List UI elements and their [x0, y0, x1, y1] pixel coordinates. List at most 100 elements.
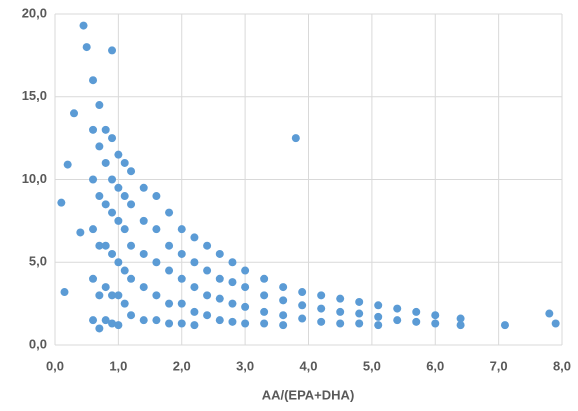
point — [298, 288, 307, 297]
point — [139, 316, 148, 325]
point — [431, 319, 440, 328]
x-tick-label: 8,0 — [553, 358, 571, 373]
point — [177, 299, 186, 308]
point — [139, 183, 148, 192]
point — [120, 225, 129, 234]
point — [317, 291, 326, 300]
point — [152, 291, 161, 300]
y-tick-label: 20,0 — [22, 5, 47, 20]
point — [317, 317, 326, 326]
point — [291, 134, 300, 143]
point — [95, 291, 104, 300]
point — [89, 125, 98, 134]
point — [70, 109, 79, 118]
point — [190, 307, 199, 316]
point — [241, 319, 250, 328]
point — [298, 301, 307, 310]
point — [203, 241, 212, 250]
point — [108, 319, 117, 328]
point — [114, 258, 123, 267]
point — [108, 208, 117, 217]
point — [374, 301, 383, 310]
point — [298, 314, 307, 323]
point — [139, 216, 148, 225]
point — [165, 208, 174, 217]
point — [190, 321, 199, 330]
point — [108, 291, 117, 300]
point — [127, 274, 136, 283]
point — [215, 316, 224, 325]
point — [120, 192, 129, 201]
point — [108, 249, 117, 258]
x-tick-label: 7,0 — [490, 358, 508, 373]
point — [260, 307, 269, 316]
point — [95, 142, 104, 151]
point — [456, 321, 465, 330]
point — [545, 309, 554, 318]
point — [228, 258, 237, 267]
point — [412, 317, 421, 326]
point — [177, 225, 186, 234]
point — [551, 319, 560, 328]
point — [165, 266, 174, 275]
point — [89, 274, 98, 283]
point — [241, 266, 250, 275]
point — [203, 266, 212, 275]
point — [152, 192, 161, 201]
point — [63, 160, 72, 169]
x-tick-label: 2,0 — [173, 358, 191, 373]
point — [95, 241, 104, 250]
point — [89, 316, 98, 325]
point — [139, 283, 148, 292]
point — [89, 76, 98, 85]
point — [89, 175, 98, 184]
point — [190, 233, 199, 242]
point — [228, 317, 237, 326]
point — [203, 291, 212, 300]
point — [355, 297, 364, 306]
point — [279, 311, 288, 320]
point — [95, 192, 104, 201]
x-tick-label: 6,0 — [426, 358, 444, 373]
y-tick-label: 0,0 — [29, 336, 47, 351]
point — [108, 175, 117, 184]
point — [215, 294, 224, 303]
point — [500, 321, 509, 330]
x-tick-label: 5,0 — [363, 358, 381, 373]
point — [114, 150, 123, 159]
point — [114, 216, 123, 225]
y-tick-label: 5,0 — [29, 254, 47, 269]
x-tick-label: 4,0 — [299, 358, 317, 373]
point — [317, 304, 326, 313]
point — [101, 200, 110, 209]
x-tick-label: 0,0 — [46, 358, 64, 373]
point — [114, 321, 123, 330]
x-tick-label: 3,0 — [236, 358, 254, 373]
point — [203, 311, 212, 320]
point — [120, 266, 129, 275]
point — [177, 274, 186, 283]
point — [241, 283, 250, 292]
point — [279, 296, 288, 305]
point — [127, 200, 136, 209]
point — [260, 319, 269, 328]
point — [190, 258, 199, 267]
point — [152, 258, 161, 267]
point — [456, 314, 465, 323]
point — [412, 307, 421, 316]
point — [114, 291, 123, 300]
point — [95, 324, 104, 333]
point — [101, 241, 110, 250]
point — [177, 319, 186, 328]
point — [336, 319, 345, 328]
point — [336, 307, 345, 316]
point — [355, 309, 364, 318]
point — [336, 294, 345, 303]
point — [101, 316, 110, 325]
point — [108, 46, 117, 55]
y-tick-label: 15,0 — [22, 88, 47, 103]
x-axis-label: AA/(EPA+DHA) — [262, 387, 355, 402]
point — [393, 304, 402, 313]
point — [57, 198, 66, 207]
